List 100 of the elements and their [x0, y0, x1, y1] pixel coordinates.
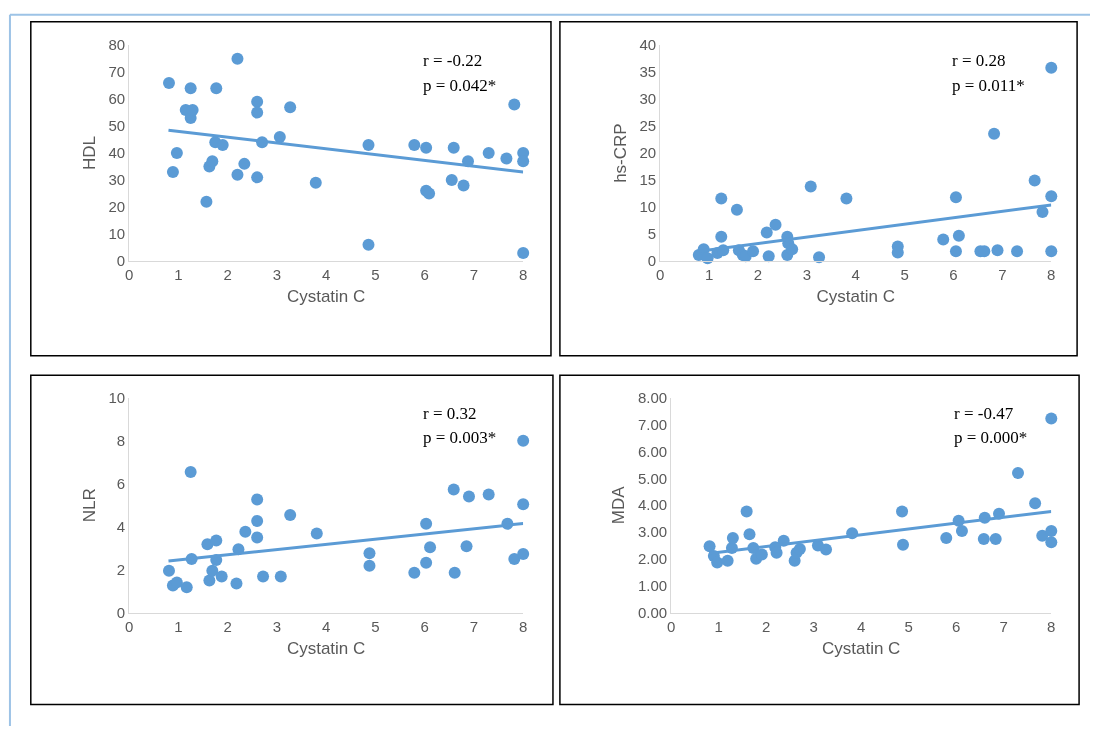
point [184, 465, 197, 478]
x-tick-label: 3 [802, 266, 812, 284]
y-tick-label: 10 [108, 225, 126, 243]
x-tick-label: 1 [714, 617, 723, 635]
x-axis-title: Cystatin C [286, 639, 366, 659]
point [251, 531, 264, 544]
point [206, 564, 219, 577]
y-tick-label: 4 [116, 517, 126, 535]
point [215, 570, 228, 583]
y-tick-label: 25 [639, 117, 657, 135]
point [251, 514, 264, 527]
x-tick-label: 1 [174, 617, 183, 635]
point [210, 534, 223, 547]
y-tick-label: 15 [639, 171, 657, 189]
point [1028, 174, 1041, 187]
x-tick-label: 2 [753, 266, 763, 284]
x-tick-label: 2 [223, 617, 232, 635]
x-tick-label: 5 [904, 617, 913, 635]
x-tick-label: 7 [469, 266, 479, 284]
x-tick-label: 3 [272, 617, 282, 635]
point [231, 168, 244, 181]
point [424, 541, 437, 554]
point [460, 540, 473, 553]
y-tick-label: 8 [116, 432, 126, 450]
annotation: r = -0.47 [954, 404, 1014, 423]
y-tick-label: 5 [647, 225, 657, 243]
point [937, 233, 950, 246]
point [420, 517, 433, 530]
point [1045, 190, 1058, 203]
point [162, 564, 175, 577]
annotation: r = 0.32 [423, 404, 477, 423]
point [184, 82, 197, 95]
point [715, 230, 728, 243]
point [1029, 497, 1042, 510]
point [769, 218, 782, 231]
point [500, 152, 513, 165]
point [896, 505, 909, 518]
point [517, 548, 530, 561]
y-tick-label: 3.00 [637, 523, 668, 541]
point [216, 138, 229, 151]
point [457, 179, 470, 192]
y-tick-label: 35 [639, 63, 657, 81]
annotation: p = 0.042* [423, 76, 497, 95]
y-tick-label: 40 [639, 36, 657, 54]
x-tick-label: 8 [519, 266, 528, 284]
point [170, 147, 183, 160]
point [1045, 525, 1058, 538]
point [762, 250, 775, 263]
point [363, 559, 376, 572]
annotation: p = 0.003* [423, 428, 497, 447]
point [482, 147, 495, 160]
point [730, 203, 743, 216]
point [721, 554, 734, 567]
point [180, 581, 193, 594]
y-tick-label: 80 [108, 36, 126, 54]
x-tick-label: 7 [469, 617, 479, 635]
point [949, 245, 962, 258]
point [482, 488, 495, 501]
x-tick-label: 8 [1047, 617, 1056, 635]
point [273, 130, 286, 143]
x-tick-label: 6 [952, 617, 961, 635]
point [200, 195, 213, 208]
y-tick-label: 20 [639, 144, 657, 162]
point [238, 157, 251, 170]
x-tick-label: 3 [809, 617, 818, 635]
x-tick-label: 4 [321, 266, 331, 284]
point [251, 106, 264, 119]
x-axis-title: Cystatin C [816, 287, 895, 307]
x-tick-label: 6 [420, 617, 429, 635]
x-tick-label: 4 [321, 617, 331, 635]
x-tick-label: 5 [371, 266, 380, 284]
point [517, 246, 530, 259]
y-tick-label: 2 [116, 560, 126, 578]
point [977, 533, 990, 546]
point [170, 576, 183, 589]
point [1045, 61, 1058, 74]
point [813, 251, 826, 264]
y-axis-title: HDL [79, 136, 99, 171]
point [1045, 412, 1058, 425]
point [508, 552, 521, 565]
point [447, 141, 460, 154]
point [955, 525, 968, 538]
x-tick-label: 4 [857, 617, 866, 635]
point [711, 556, 724, 569]
point [988, 127, 1001, 140]
y-tick-label: 10 [639, 198, 657, 216]
x-tick-label: 2 [223, 266, 232, 284]
point [991, 244, 1004, 257]
point [309, 176, 322, 189]
x-tick-label: 8 [1047, 266, 1056, 284]
point [989, 533, 1002, 546]
point [715, 192, 728, 205]
point [362, 238, 375, 251]
point [747, 245, 760, 258]
point [448, 566, 461, 579]
y-tick-label: 0 [116, 603, 126, 621]
point [230, 577, 243, 590]
point [740, 505, 753, 518]
point [239, 525, 252, 538]
point [517, 498, 530, 511]
